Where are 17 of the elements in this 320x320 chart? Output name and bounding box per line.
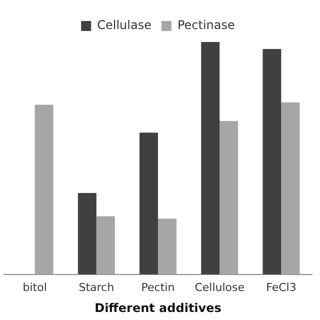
x-tick-label: Starch (78, 280, 114, 294)
x-tick-label: Pectin (141, 280, 175, 294)
bar (201, 42, 220, 274)
x-tick-label: FeCl3 (266, 280, 296, 294)
bar (78, 193, 96, 274)
bar (34, 104, 54, 274)
x-tick-label: Cellulose (194, 280, 245, 294)
x-axis-title: Different additives (94, 300, 222, 315)
bar (140, 132, 158, 274)
bar (262, 48, 282, 274)
legend-label: Cellulase (97, 18, 152, 32)
bar (158, 218, 176, 274)
bar (281, 102, 300, 274)
bar (96, 216, 115, 274)
x-tick-label: bitol (22, 280, 47, 294)
legend-label: Pectinase (177, 18, 235, 32)
bar (220, 121, 238, 274)
